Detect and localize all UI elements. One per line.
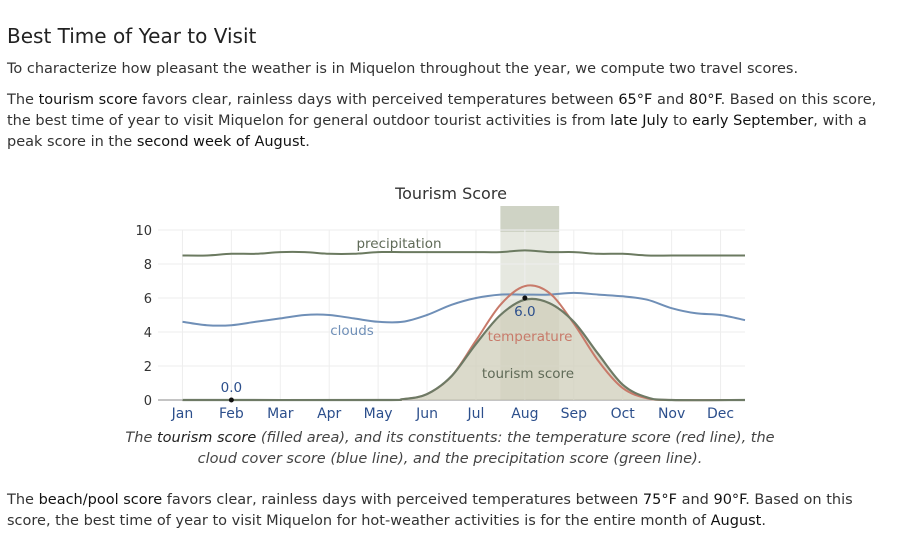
caption-tourism-term: tourism score	[156, 430, 257, 446]
temp-high-value: 80°F	[688, 92, 721, 108]
season-end: early September	[692, 113, 814, 129]
annotation-label-2: 6.0	[514, 304, 535, 320]
x-tick-apr: Apr	[317, 406, 341, 422]
x-tick-feb: Feb	[219, 406, 244, 422]
best-season-band-top	[500, 206, 560, 232]
annotation-point-1	[228, 397, 234, 403]
peak-week: second week of August	[136, 134, 306, 150]
y-tick-8: 8	[144, 258, 152, 273]
chart-caption: The tourism score (filled area), and its…	[125, 430, 775, 467]
x-tick-jul: Jul	[467, 406, 485, 422]
x-tick-sep: Sep	[561, 406, 588, 422]
tourism-score-area	[182, 298, 745, 401]
precipitation-line	[182, 249, 745, 257]
x-tick-aug: Aug	[511, 406, 538, 422]
tourism-score-label: tourism score	[482, 366, 574, 382]
x-tick-nov: Nov	[658, 406, 685, 422]
x-tick-oct: Oct	[611, 406, 636, 422]
precipitation-label: precipitation	[356, 236, 441, 252]
beach-paragraph: The beach/pool score favors clear, rainl…	[7, 492, 853, 529]
tourism-score-chart: Tourism Score 0 2 4 6 8 10 Jan Feb Mar Apr May Jun Ju…	[135, 184, 746, 422]
tourism-score-line	[182, 297, 746, 402]
page-title: Best Time of Year to Visit	[7, 24, 257, 48]
beach-month: August	[710, 513, 762, 529]
temp-low-value: 65°F	[618, 92, 653, 108]
x-tick-jun: Jun	[415, 406, 438, 422]
x-tick-dec: Dec	[707, 406, 734, 422]
tourism-score-term: tourism score	[38, 92, 138, 108]
beach-score-term: beach/pool score	[38, 492, 163, 508]
y-tick-4: 4	[144, 326, 152, 341]
season-start: late July	[610, 113, 669, 129]
y-tick-6: 6	[144, 292, 152, 307]
beach-temp-high: 90°F	[713, 492, 746, 508]
x-tick-jan: Jan	[171, 406, 194, 422]
x-tick-mar: Mar	[267, 406, 294, 422]
chart-title: Tourism Score	[394, 184, 507, 203]
clouds-label: clouds	[330, 323, 374, 339]
y-tick-2: 2	[144, 360, 152, 375]
temperature-label: temperature	[488, 329, 573, 345]
beach-temp-low: 75°F	[642, 492, 677, 508]
intro-paragraph: To characterize how pleasant the weather…	[7, 61, 799, 77]
annotation-label-1: 0.0	[221, 380, 242, 396]
clouds-line	[182, 291, 746, 327]
annotation-point-2	[522, 295, 528, 301]
tourism-paragraph: The tourism score favors clear, rainless…	[7, 92, 877, 150]
y-tick-10: 10	[135, 224, 152, 239]
x-tick-may: May	[364, 406, 393, 422]
y-tick-0: 0	[144, 394, 152, 409]
